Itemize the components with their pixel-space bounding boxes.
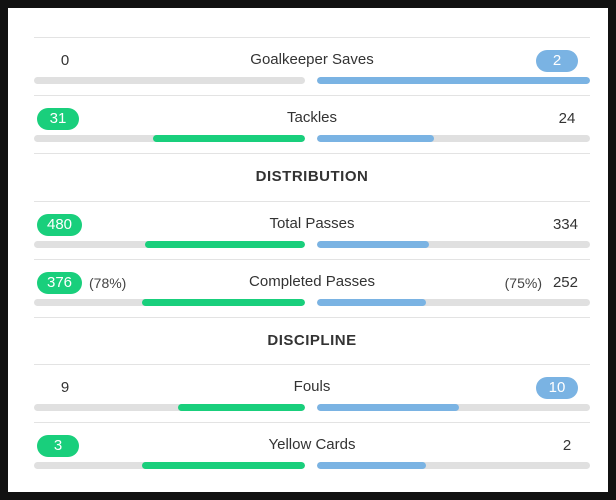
away-value: 334 xyxy=(552,216,578,233)
divider xyxy=(34,95,590,96)
away-percentage: (75%) xyxy=(504,275,542,291)
section-distribution: DISTRIBUTION xyxy=(34,153,590,201)
home-bar xyxy=(34,462,305,469)
home-value: 480 xyxy=(37,214,83,236)
away-value: 24 xyxy=(558,110,576,127)
stat-label: Yellow Cards xyxy=(268,436,356,453)
section-title: DISCIPLINE xyxy=(267,332,357,349)
away-bar xyxy=(317,77,590,84)
away-bar xyxy=(317,299,590,306)
divider xyxy=(34,422,590,423)
away-bar-fill xyxy=(317,462,427,469)
stat-row-fouls: 9 Fouls 10 xyxy=(34,364,590,422)
stat-label: Completed Passes xyxy=(249,273,375,290)
stat-row-tackles: 31 Tackles 24 xyxy=(34,95,590,153)
home-bar xyxy=(34,135,305,142)
match-stats-card: 0 Goalkeeper Saves 2 31 Tackles 24 DISTR… xyxy=(8,8,608,492)
away-value: 2 xyxy=(562,437,572,454)
divider xyxy=(34,259,590,260)
away-bar-fill xyxy=(317,241,429,248)
home-bar-fill xyxy=(145,241,305,248)
divider xyxy=(34,37,590,38)
away-bar xyxy=(317,462,590,469)
away-bar xyxy=(317,404,590,411)
away-bar-fill xyxy=(317,404,459,411)
home-bar-fill xyxy=(142,299,305,306)
away-bar-fill xyxy=(317,135,435,142)
away-value: 10 xyxy=(536,377,578,399)
divider xyxy=(34,201,590,202)
stat-row-total-passes: 480 Total Passes 334 xyxy=(34,201,590,259)
home-bar xyxy=(34,241,305,248)
home-bar xyxy=(34,299,305,306)
home-bar-fill xyxy=(153,135,305,142)
stat-label: Fouls xyxy=(293,378,331,395)
section-title: DISTRIBUTION xyxy=(255,168,369,185)
divider xyxy=(34,153,590,154)
home-value: 9 xyxy=(60,379,70,396)
stat-row-goalkeeper-saves: 0 Goalkeeper Saves 2 xyxy=(34,37,590,95)
section-discipline: DISCIPLINE xyxy=(34,317,590,365)
away-bar-fill xyxy=(317,299,427,306)
stat-row-completed-passes: 376 (78%) Completed Passes (75%) 252 xyxy=(34,259,590,317)
stat-label: Total Passes xyxy=(269,215,355,232)
stat-label: Goalkeeper Saves xyxy=(250,51,374,68)
home-value: 376 xyxy=(37,272,83,294)
away-bar xyxy=(317,135,590,142)
home-value: 31 xyxy=(37,108,79,130)
home-bar xyxy=(34,77,305,84)
home-bar-fill xyxy=(142,462,305,469)
home-percentage: (78%) xyxy=(89,275,127,291)
divider xyxy=(34,364,590,365)
home-bar-fill xyxy=(177,404,305,411)
home-value: 3 xyxy=(37,435,79,457)
away-bar-fill xyxy=(317,77,590,84)
home-value: 0 xyxy=(60,52,70,69)
away-value: 252 xyxy=(552,274,578,291)
home-bar xyxy=(34,404,305,411)
away-value: 2 xyxy=(536,50,578,72)
divider xyxy=(34,317,590,318)
stat-row-yellow-cards: 3 Yellow Cards 2 xyxy=(34,422,590,480)
away-bar xyxy=(317,241,590,248)
stat-label: Tackles xyxy=(286,109,338,126)
